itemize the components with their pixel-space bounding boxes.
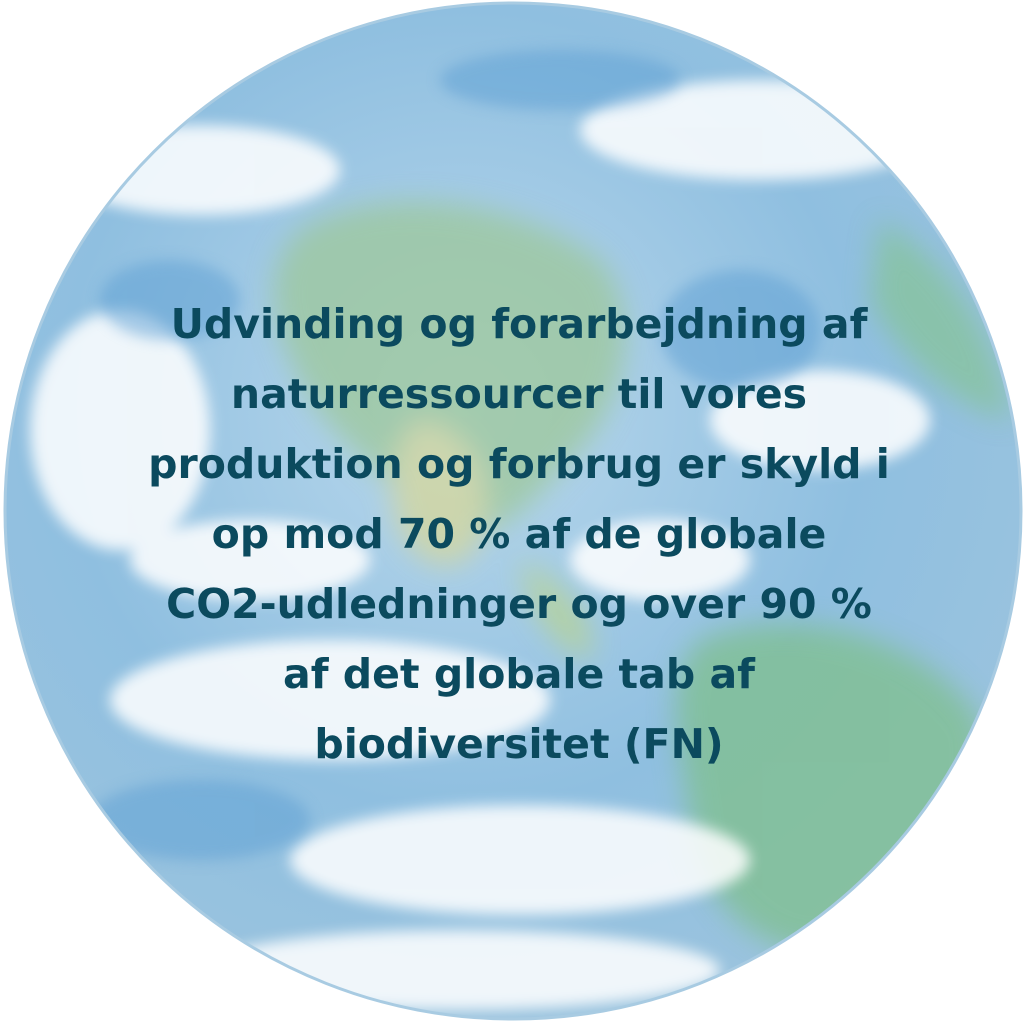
quote-line: op mod 70 % af de globale (212, 510, 827, 558)
quote-line: naturressourcer til vores (231, 370, 807, 418)
page: Udvinding og forarbejdning af naturressou… (0, 0, 1027, 1022)
quote-line: af det globale tab af (283, 650, 756, 698)
quote-line: biodiversitet (FN) (314, 720, 723, 768)
quote-line: produktion og forbrug er skyld i (148, 440, 890, 488)
quote-line: Udvinding og forarbejdning af (171, 300, 869, 348)
quote-line: CO2-udledninger og over 90 % (166, 580, 872, 628)
globe-graphic: Udvinding og forarbejdning af naturressou… (0, 0, 1027, 1022)
